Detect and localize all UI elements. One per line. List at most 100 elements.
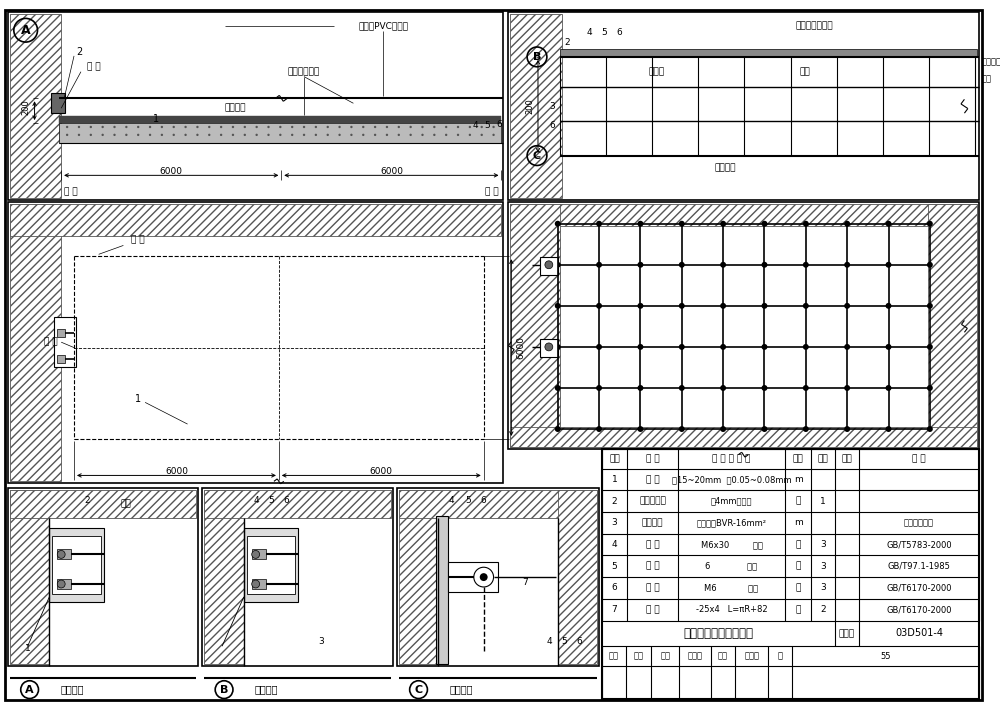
Circle shape [386, 133, 388, 136]
Circle shape [398, 126, 400, 129]
Circle shape [596, 344, 602, 350]
Text: 200: 200 [526, 99, 535, 114]
Text: 钱柳涛: 钱柳涛 [744, 652, 759, 660]
Bar [204, 490, 244, 664]
Bar [54, 317, 76, 367]
Circle shape [149, 133, 151, 136]
Text: A: A [25, 684, 34, 694]
Circle shape [66, 126, 68, 129]
Circle shape [244, 126, 246, 129]
Text: 设计: 设计 [718, 652, 728, 660]
Circle shape [101, 126, 104, 129]
Bar [928, 204, 977, 447]
Text: 5: 5 [465, 496, 471, 505]
Circle shape [545, 261, 553, 268]
Text: 3: 3 [820, 562, 826, 571]
Circle shape [927, 221, 933, 226]
Text: 个: 个 [795, 584, 801, 592]
Text: 6: 6 [497, 119, 502, 129]
Circle shape [350, 133, 353, 136]
Circle shape [267, 126, 270, 129]
Circle shape [161, 133, 163, 136]
Bar [204, 490, 391, 518]
Text: 1: 1 [153, 114, 159, 124]
Bar [51, 94, 65, 113]
Circle shape [113, 126, 116, 129]
Bar [558, 490, 597, 664]
Text: 数量: 数量 [818, 454, 829, 463]
Circle shape [338, 133, 341, 136]
Bar [508, 202, 979, 449]
Text: A: A [21, 23, 30, 37]
Bar [8, 202, 503, 484]
Circle shape [927, 262, 933, 268]
Circle shape [66, 133, 68, 136]
Circle shape [555, 344, 561, 350]
Text: 个: 个 [795, 562, 801, 571]
Text: m: m [794, 475, 802, 484]
Circle shape [457, 126, 459, 129]
Bar [59, 116, 501, 123]
Circle shape [679, 426, 685, 432]
Bar [448, 562, 498, 592]
Circle shape [844, 385, 850, 391]
Text: 6: 6 [283, 496, 289, 505]
Circle shape [803, 262, 809, 268]
Text: 4: 4 [448, 496, 454, 505]
Circle shape [844, 344, 850, 350]
Text: 横架: 横架 [799, 67, 810, 76]
Text: 厚4mm紫铜板: 厚4mm紫铜板 [711, 496, 752, 506]
Text: 4: 4 [612, 540, 617, 549]
Circle shape [762, 303, 767, 309]
Circle shape [720, 344, 726, 350]
Circle shape [927, 303, 933, 309]
Circle shape [374, 126, 376, 129]
Text: 异形板: 异形板 [648, 67, 664, 76]
Circle shape [927, 385, 933, 391]
Text: C: C [533, 151, 541, 160]
Text: 55: 55 [880, 652, 891, 660]
Text: GB/T6170-2000: GB/T6170-2000 [886, 605, 952, 614]
Circle shape [137, 126, 139, 129]
Circle shape [78, 133, 80, 136]
Text: 3: 3 [612, 518, 617, 528]
Bar [510, 204, 977, 226]
Circle shape [149, 126, 151, 129]
Text: 结构地面: 结构地面 [224, 104, 246, 113]
Circle shape [78, 126, 80, 129]
Text: 6000: 6000 [517, 336, 526, 359]
Circle shape [196, 133, 199, 136]
Bar [49, 528, 104, 602]
Bar [540, 339, 558, 357]
Text: 1: 1 [135, 395, 141, 405]
Text: GB/T97.1-1985: GB/T97.1-1985 [888, 562, 950, 571]
Circle shape [481, 133, 483, 136]
Circle shape [492, 126, 495, 129]
Text: 李弘: 李弘 [634, 652, 644, 660]
Text: 2: 2 [612, 496, 617, 506]
Text: M6x30         镀锌: M6x30 镀锌 [701, 540, 762, 549]
Circle shape [125, 126, 128, 129]
Text: 卡 箍: 卡 箍 [646, 605, 659, 614]
Text: 4: 4 [586, 28, 592, 37]
Text: 个: 个 [795, 540, 801, 549]
Bar [560, 49, 977, 57]
Text: 6000: 6000 [165, 467, 188, 476]
Text: 2: 2 [84, 496, 90, 505]
Circle shape [252, 580, 260, 588]
Text: 4: 4 [254, 496, 259, 505]
Bar [202, 488, 393, 666]
Text: 页次: 页次 [842, 454, 852, 463]
Text: 绝缘导线BVR-16mm²: 绝缘导线BVR-16mm² [696, 518, 766, 528]
Text: 锡 焊: 锡 焊 [485, 187, 498, 197]
Text: -25x4   L=πR+82: -25x4 L=πR+82 [696, 605, 767, 614]
Text: 2: 2 [820, 605, 826, 614]
Circle shape [886, 262, 891, 268]
Circle shape [196, 126, 199, 129]
Bar [247, 535, 295, 594]
Circle shape [57, 580, 65, 588]
Text: B: B [220, 684, 228, 694]
Bar [10, 490, 196, 518]
Circle shape [90, 126, 92, 129]
Text: 5: 5 [269, 496, 274, 505]
